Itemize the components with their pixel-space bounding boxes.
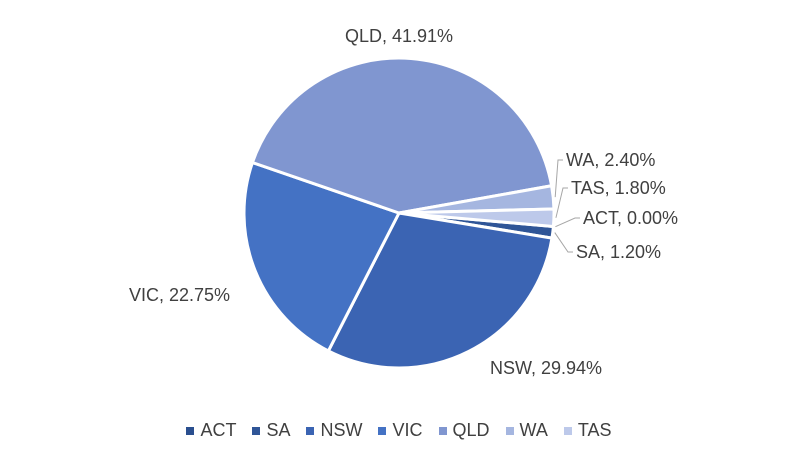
legend-label-vic: VIC [392, 420, 423, 440]
data-label-sa: SA, 1.20% [576, 242, 661, 262]
legend-item-qld: QLD [438, 420, 490, 441]
data-label-nsw: NSW, 29.94% [490, 358, 602, 378]
legend-item-tas: TAS [563, 420, 612, 441]
legend-swatch-vic [378, 426, 387, 435]
data-labels: ACT, 0.00% SA, 1.20% NSW, 29.94% VIC, 22.75… [129, 26, 678, 378]
legend-label-qld: QLD [452, 420, 490, 440]
data-label-qld: QLD, 41.91% [345, 26, 453, 46]
legend-swatch-qld [438, 426, 447, 435]
pie-slices [242, 56, 556, 370]
legend-item-act: ACT [186, 420, 236, 441]
pie-slice-tas [397, 207, 556, 229]
leader-line-sa [554, 232, 573, 253]
legend-swatch-sa [252, 426, 261, 435]
legend-label-wa: WA [519, 420, 548, 440]
legend-label-act: ACT [200, 420, 237, 440]
legend-swatch-wa [505, 426, 514, 435]
pie-slice-nsw [326, 211, 554, 370]
legend: ACT SA NSW VIC QLD WA TAS [0, 420, 798, 441]
leader-line-wa [554, 159, 563, 198]
data-label-act: ACT, 0.00% [583, 208, 678, 228]
pie-slice-vic [242, 161, 401, 353]
legend-label-tas: TAS [577, 420, 612, 440]
legend-item-wa: WA [505, 420, 548, 441]
data-label-wa: WA, 2.40% [566, 150, 655, 170]
legend-label-sa: SA [266, 420, 291, 440]
legend-label-nsw: NSW [320, 420, 363, 440]
pie-slice-qld [250, 56, 554, 215]
data-label-tas: TAS, 1.80% [571, 178, 666, 198]
leader-line-tas [555, 187, 568, 218]
data-label-vic: VIC, 22.75% [129, 285, 230, 305]
legend-swatch-nsw [306, 426, 315, 435]
legend-swatch-act [186, 426, 195, 435]
legend-item-sa: SA [252, 420, 290, 441]
leader-lines [554, 159, 580, 253]
legend-swatch-tas [563, 426, 572, 435]
legend-item-nsw: NSW [306, 420, 362, 441]
leader-line-act [555, 217, 580, 228]
legend-item-vic: VIC [378, 420, 423, 441]
